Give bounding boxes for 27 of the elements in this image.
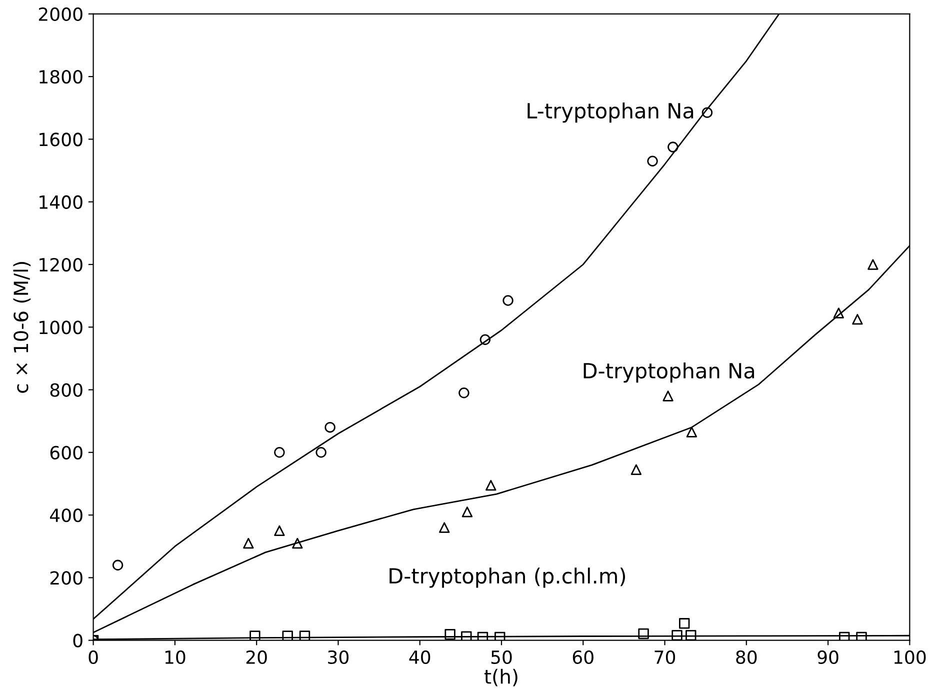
y-tick-label: 1000	[40, 320, 82, 334]
y-tick-label: 1800	[40, 70, 82, 84]
x-tick-label: 60	[572, 650, 594, 664]
y-tick-label: 200	[50, 571, 82, 585]
y-tick-label: 2000	[38, 7, 82, 22]
y-tick-label: 1600	[40, 132, 82, 146]
x-tick-label: 90	[818, 650, 838, 664]
text: D-tryptophan (p.chl.m)	[390, 568, 626, 588]
y-tick-label: 0	[73, 634, 82, 648]
x-tick-label: 40	[409, 650, 430, 664]
x-axis-title: t(h)	[484, 668, 518, 686]
x-tick-label: 20	[246, 650, 267, 664]
x-tick-label: 30	[328, 650, 348, 664]
x-tick-label: 0	[88, 650, 98, 664]
y-tick-label: 800	[50, 383, 82, 397]
x-tick-label: 80	[736, 650, 757, 664]
series-label: L-tryptophan Na	[528, 102, 694, 123]
x-tick-label: 10	[165, 650, 186, 664]
y-tick-label: 400	[50, 508, 82, 522]
series-label: D-tryptophan Na	[584, 362, 754, 383]
y-axis-title: c × 10-6 (M/l)	[13, 262, 31, 393]
y-tick-label: 1400	[40, 195, 82, 209]
x-tick-label: 100	[894, 650, 926, 664]
y-tick-label: 1200	[40, 258, 82, 272]
x-tick-label: 70	[654, 650, 676, 664]
y-tick-label: 600	[50, 446, 82, 460]
x-tick-label: 50	[491, 650, 512, 664]
